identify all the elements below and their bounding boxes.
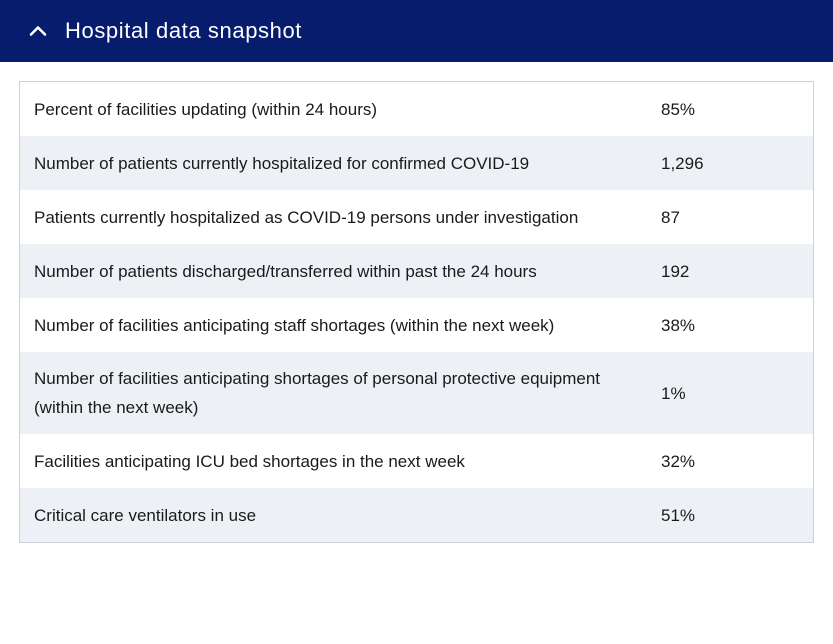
row-label: Facilities anticipating ICU bed shortage… [34,451,465,471]
row-label: Number of facilities anticipating shorta… [34,369,601,417]
hospital-data-panel: Hospital data snapshot Percent of facili… [0,0,833,543]
row-value: 1% [661,383,686,403]
row-value: 32% [661,451,696,471]
table-row: Number of facilities anticipating shorta… [20,352,813,434]
table-row: Number of patients currently hospitalize… [20,136,813,190]
chevron-up-icon[interactable] [28,21,48,41]
panel-title: Hospital data snapshot [65,18,303,43]
row-label: Number of patients discharged/transferre… [34,261,537,281]
row-label: Number of patients currently hospitalize… [34,153,530,173]
row-value: 38% [661,315,696,335]
row-label: Patients currently hospitalized as COVID… [34,207,579,227]
table-row: Patients currently hospitalized as COVID… [20,190,813,244]
row-value: 87 [661,207,680,227]
panel-header[interactable]: Hospital data snapshot [0,0,833,62]
row-value: 192 [661,261,690,281]
table-row: Facilities anticipating ICU bed shortage… [20,434,813,488]
row-label: Number of facilities anticipating staff … [34,315,555,335]
table-row: Number of patients discharged/transferre… [20,244,813,298]
row-label: Percent of facilities updating (within 2… [34,99,378,119]
table-row: Percent of facilities updating (within 2… [20,82,813,136]
row-value: 85% [661,99,696,119]
row-label: Critical care ventilators in use [34,505,257,525]
table-row: Critical care ventilators in use 51% [20,488,813,542]
data-table: Percent of facilities updating (within 2… [19,81,814,543]
table-row: Number of facilities anticipating staff … [20,298,813,352]
row-value: 1,296 [661,153,704,173]
row-value: 51% [661,505,696,525]
